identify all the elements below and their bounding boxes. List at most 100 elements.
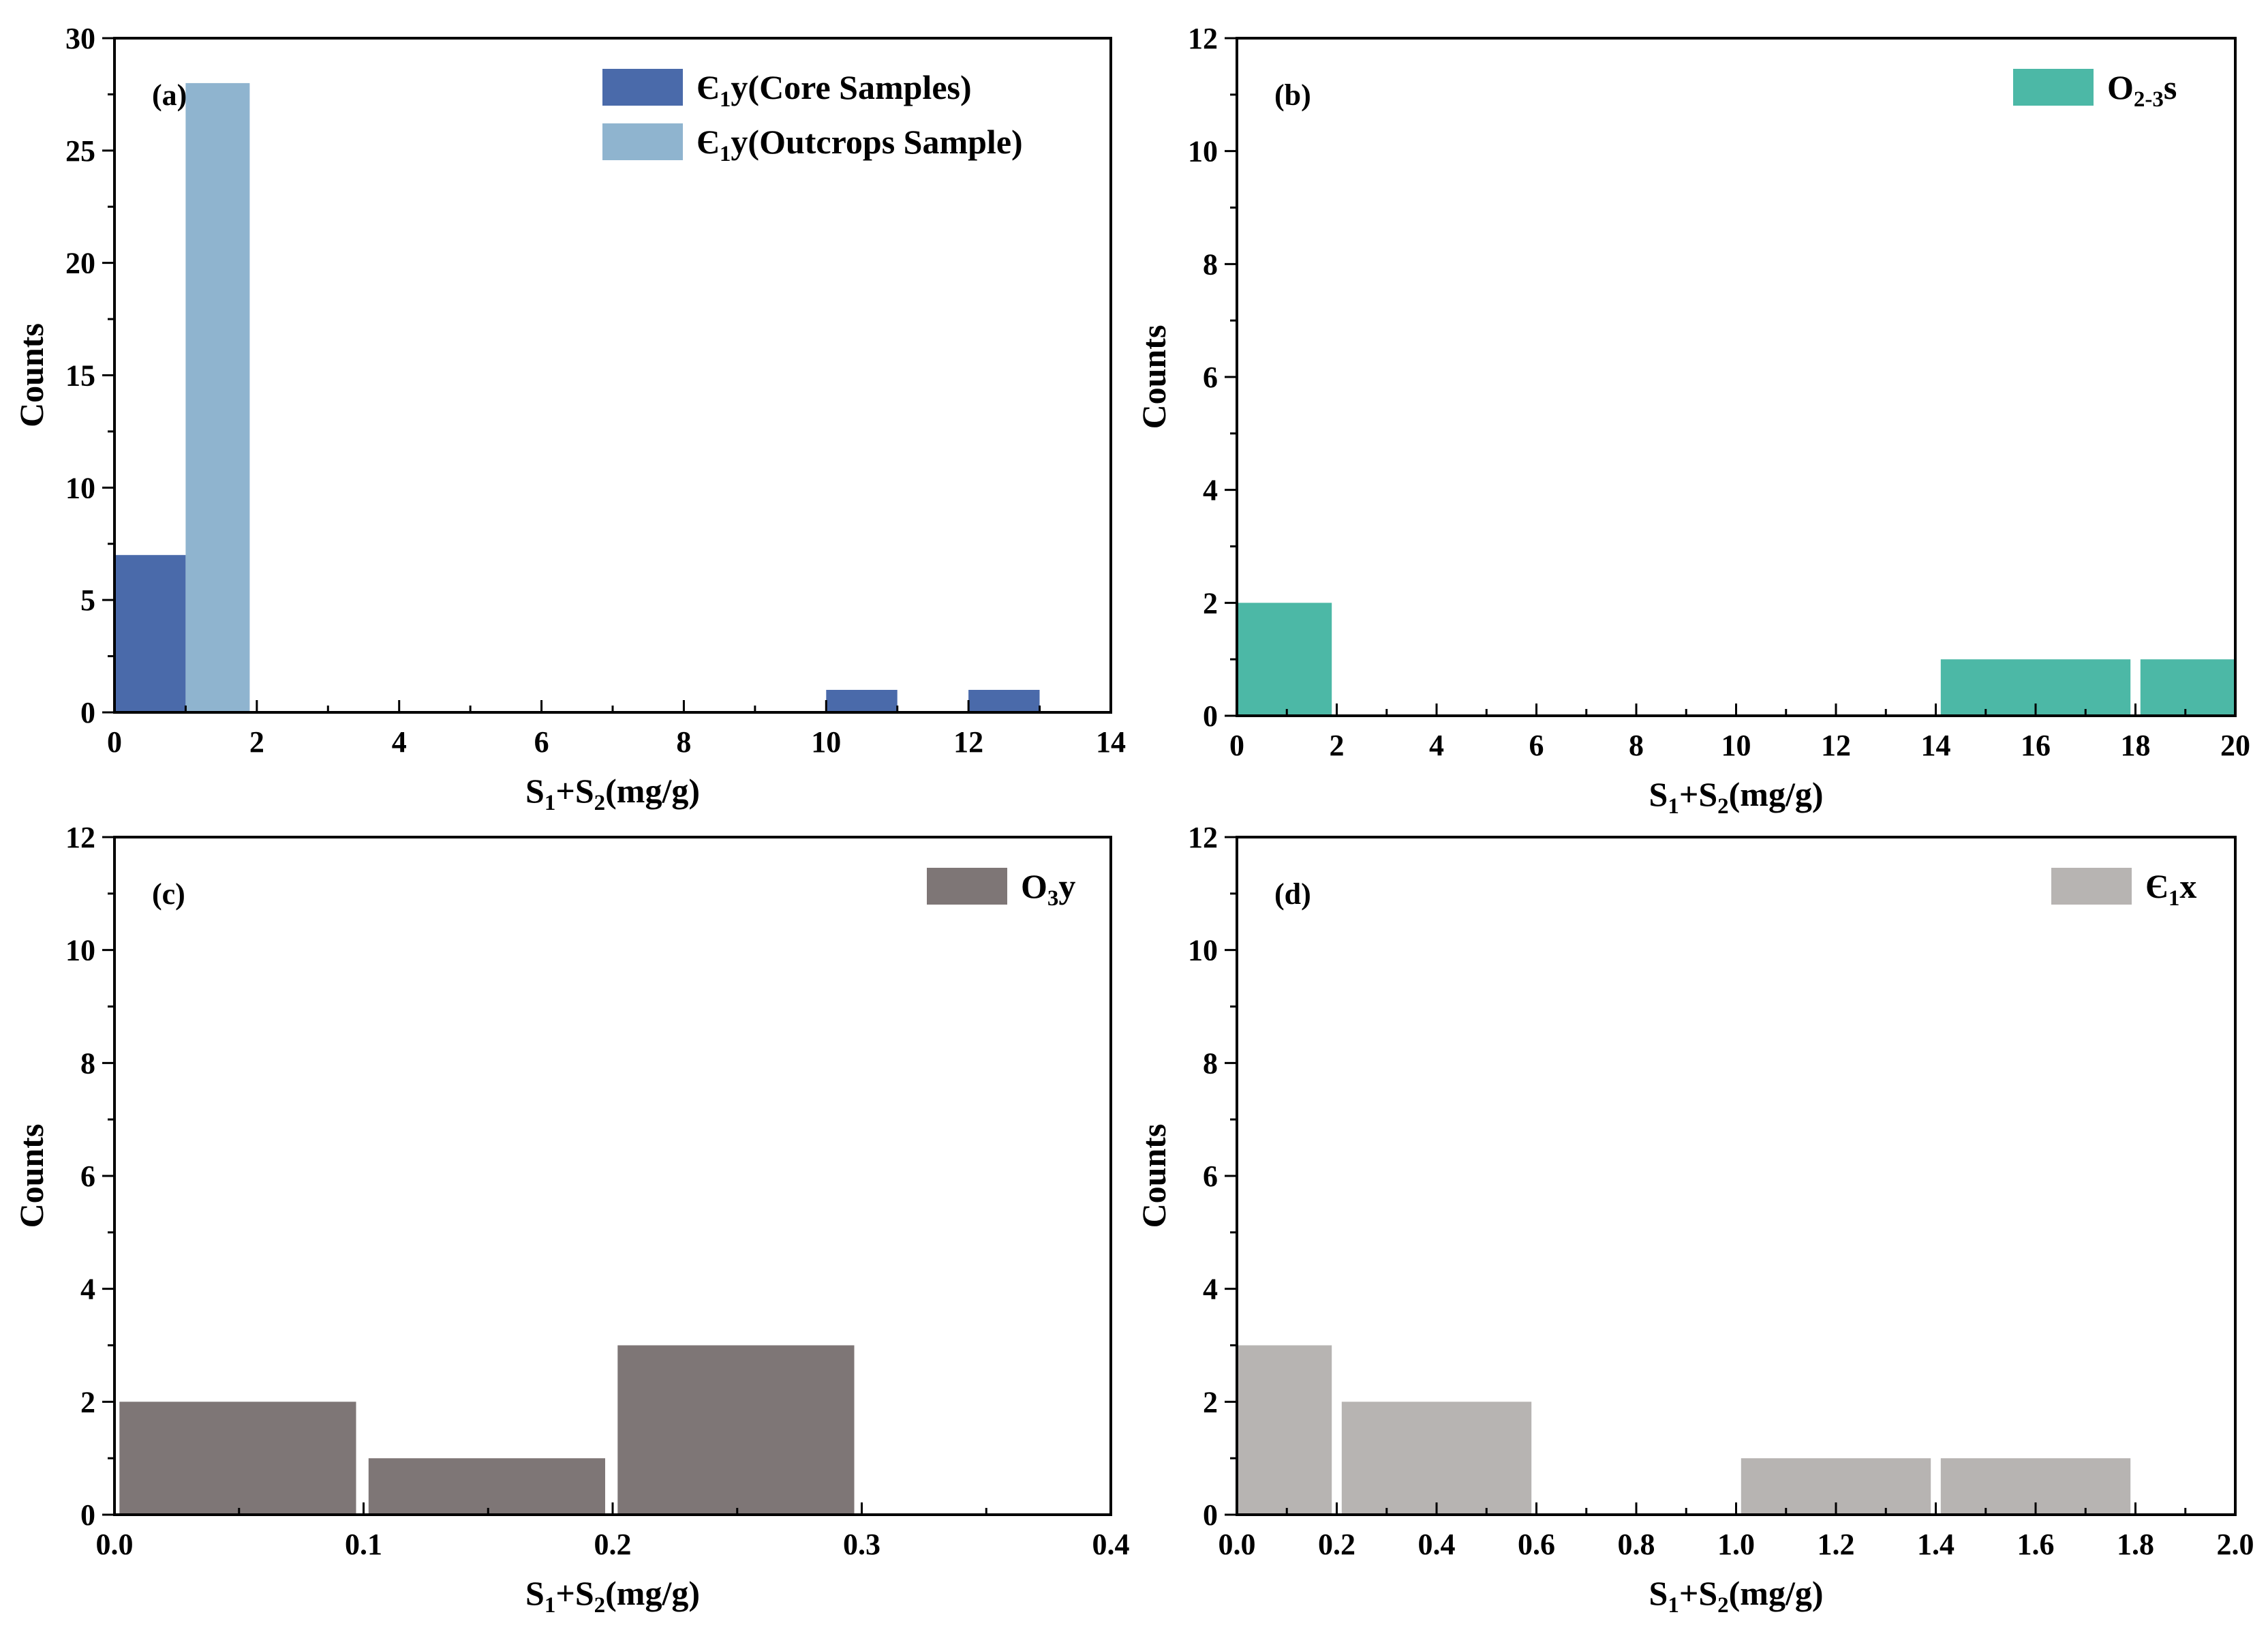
x-tick-label: 0	[107, 725, 122, 759]
x-tick-label: 8	[676, 725, 691, 759]
panel-label: (d)	[1274, 877, 1311, 911]
legend-swatch	[602, 123, 683, 160]
y-axis-title: Counts	[12, 323, 50, 427]
x-tick-label: 0.4	[1418, 1528, 1456, 1561]
plot-frame	[1236, 37, 2237, 717]
x-tick-label: 18	[2121, 729, 2151, 762]
x-tick-label: 12	[953, 725, 983, 759]
y-tick-label: 8	[80, 1046, 95, 1080]
legend-label: Є1y(Core Samples)	[696, 68, 972, 112]
histogram-bar	[968, 690, 1040, 712]
x-tick-label: 20	[2220, 729, 2250, 762]
y-tick-label: 10	[1188, 135, 1218, 168]
x-tick-label: 1.6	[2017, 1528, 2055, 1561]
histogram-bar	[617, 1345, 855, 1515]
y-axis-title: Counts	[1135, 325, 1173, 429]
y-tick-label: 5	[80, 584, 95, 617]
x-tick-label: 1.8	[2117, 1528, 2154, 1561]
histogram-bar	[1237, 1345, 1332, 1515]
x-tick-label: 0.3	[843, 1528, 880, 1561]
x-tick-label: 14	[1096, 725, 1126, 759]
x-tick-label: 14	[1921, 729, 1951, 762]
legend-swatch	[2013, 69, 2094, 106]
x-tick-label: 16	[2021, 729, 2051, 762]
legend-swatch	[602, 69, 683, 106]
chart-panel-4: 0.0 0.2 0.4 0.6 0.8 1.0 1.2 1.4 1.6 1.8 2.0 0 2 4 6 8 10…	[1135, 821, 2254, 1618]
x-tick-label: 0.1	[345, 1528, 382, 1561]
x-tick-label: 1.0	[1717, 1528, 1755, 1561]
panel-label: (c)	[152, 877, 185, 911]
y-tick-label: 12	[1188, 22, 1218, 55]
x-tick-label: 4	[1429, 729, 1444, 762]
y-tick-label: 25	[65, 134, 95, 168]
legend-swatch	[2051, 868, 2132, 905]
x-tick-label: 0	[1229, 729, 1244, 762]
y-tick-label: 6	[80, 1160, 95, 1193]
x-tick-label: 0.4	[1092, 1528, 1130, 1561]
y-tick-label: 30	[65, 22, 95, 55]
y-tick-label: 4	[1203, 474, 1218, 507]
x-axis-title: S1+S2(mg/g)	[525, 1574, 700, 1618]
histogram-bar	[1237, 603, 1332, 716]
y-tick-label: 12	[1188, 821, 1218, 854]
y-tick-label: 2	[1203, 1385, 1218, 1419]
y-tick-label: 2	[80, 1385, 95, 1419]
x-tick-label: 6	[1529, 729, 1544, 762]
x-tick-label: 0.2	[594, 1528, 632, 1561]
y-tick-label: 0	[80, 1498, 95, 1532]
y-tick-label: 15	[65, 359, 95, 393]
y-tick-label: 2	[1203, 586, 1218, 620]
x-tick-label: 6	[534, 725, 549, 759]
x-axis-title: S1+S2(mg/g)	[1649, 775, 1824, 819]
legend-swatch	[927, 868, 1007, 905]
legend-label: O3y	[1021, 867, 1075, 911]
y-tick-label: 6	[1203, 361, 1218, 394]
histogram-bar	[1341, 1402, 1532, 1515]
x-tick-label: 0.6	[1518, 1528, 1555, 1561]
y-tick-label: 6	[1203, 1160, 1218, 1193]
y-tick-label: 8	[1203, 247, 1218, 281]
x-tick-label: 0.2	[1318, 1528, 1355, 1561]
y-tick-label: 10	[1188, 934, 1218, 967]
x-tick-label: 2	[1330, 729, 1345, 762]
legend-label: Є1x	[2145, 867, 2196, 911]
histogram-bar	[826, 690, 898, 712]
x-tick-label: 10	[811, 725, 841, 759]
chart-panel-1: 0 2 4 6 8 10 12 14 0 5 10 15 20 25 30 S1+S2(mg/g) Counts…	[12, 22, 1126, 815]
y-tick-label: 12	[65, 821, 95, 854]
x-tick-label: 0.0	[1219, 1528, 1256, 1561]
y-tick-label: 4	[80, 1273, 95, 1306]
y-axis-title: Counts	[1135, 1124, 1173, 1228]
x-tick-label: 4	[392, 725, 407, 759]
x-tick-label: 0.0	[96, 1528, 134, 1561]
y-axis-title: Counts	[12, 1124, 50, 1228]
x-axis-title: S1+S2(mg/g)	[1649, 1574, 1824, 1618]
histogram-bar	[368, 1458, 605, 1515]
chart-panel-3: 0.0 0.1 0.2 0.3 0.4 0 2 4 6 8 10 12 S1+S2(mg/g) Count…	[12, 821, 1130, 1618]
histogram-bar	[2140, 659, 2235, 716]
panel-label: (b)	[1274, 78, 1311, 112]
x-tick-label: 2	[249, 725, 264, 759]
x-tick-label: 1.2	[1818, 1528, 1855, 1561]
legend-label: O2-3s	[2107, 68, 2177, 112]
x-tick-label: 10	[1721, 729, 1751, 762]
y-tick-label: 4	[1203, 1273, 1218, 1306]
histogram-bar	[119, 1402, 356, 1515]
histogram-bar	[114, 555, 186, 712]
x-tick-label: 12	[1821, 729, 1851, 762]
y-tick-label: 10	[65, 934, 95, 967]
y-tick-label: 10	[65, 471, 95, 504]
y-tick-label: 0	[1203, 699, 1218, 733]
y-tick-label: 0	[80, 696, 95, 729]
histogram-bar	[185, 82, 250, 712]
y-tick-label: 8	[1203, 1046, 1218, 1080]
x-tick-label: 0.8	[1618, 1528, 1655, 1561]
x-tick-label: 8	[1629, 729, 1644, 762]
y-tick-label: 0	[1203, 1498, 1218, 1532]
x-axis-title: S1+S2(mg/g)	[525, 772, 700, 815]
x-tick-label: 1.4	[1917, 1528, 1955, 1561]
panel-label: (a)	[152, 78, 187, 112]
legend-label: Є1y(Outcrops Sample)	[696, 123, 1023, 166]
y-tick-label: 20	[65, 247, 95, 280]
